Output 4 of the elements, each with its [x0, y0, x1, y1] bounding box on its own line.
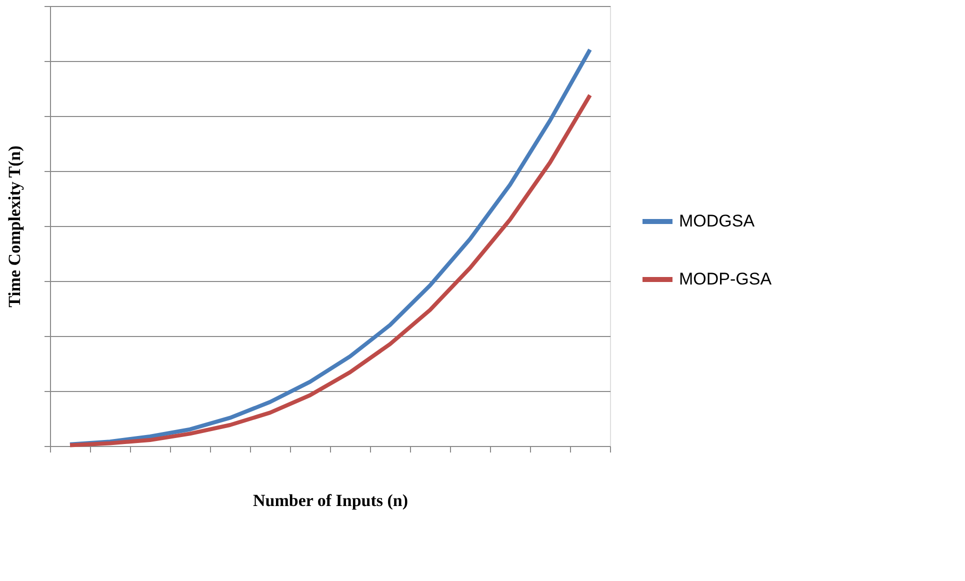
y-axis-title: Time Complexity T(n)	[5, 146, 24, 308]
legend-label: MODGSA	[679, 212, 756, 230]
x-axis-title: Number of Inputs (n)	[252, 491, 408, 510]
legend-label: MODP-GSA	[679, 270, 772, 288]
